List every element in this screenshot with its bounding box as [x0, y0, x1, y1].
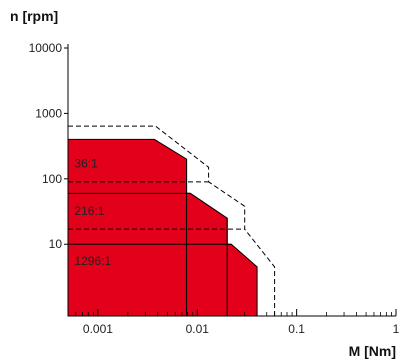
gear-ratio-label: 36:1: [74, 156, 98, 170]
gear-ratio-label: 216:1: [74, 204, 104, 218]
x-tick-label: 0.1: [288, 322, 305, 336]
x-tick-label: 1: [393, 322, 400, 336]
y-tick-label: 1000: [35, 106, 62, 120]
y-tick-label: 100: [42, 172, 62, 186]
dashed-envelope: [68, 125, 276, 316]
y-axis-title: n [rpm]: [10, 8, 58, 24]
x-axis-title: M [Nm]: [349, 343, 396, 359]
x-tick-label: 0.01: [186, 322, 210, 336]
gear-ratio-label: 1296:1: [74, 254, 111, 268]
y-tick-label: 10000: [29, 41, 63, 55]
y-tick-label: 10: [49, 237, 63, 251]
x-tick-label: 0.001: [83, 322, 113, 336]
plot-area: 0.001 0.01 0.1 1 10 100 1000 10000 36:1 216:1 1296…: [29, 41, 400, 336]
